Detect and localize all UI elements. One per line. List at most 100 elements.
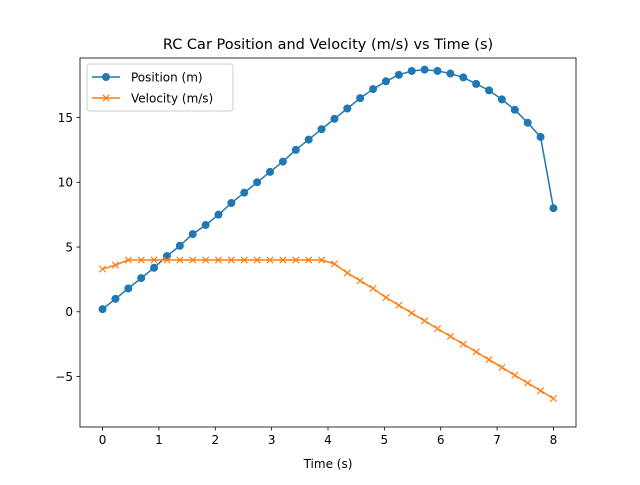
- legend-swatch-marker: [102, 73, 110, 81]
- x-tick-label: 5: [381, 433, 389, 447]
- data-point: [510, 105, 519, 114]
- data-point: [291, 145, 300, 154]
- data-point: [356, 277, 364, 285]
- data-point: [356, 94, 365, 103]
- data-point: [201, 256, 210, 264]
- data-point: [304, 135, 313, 144]
- data-point: [343, 269, 351, 277]
- x-tick-label: 2: [211, 433, 219, 447]
- data-point: [446, 332, 455, 340]
- y-tick-label: 15: [58, 111, 73, 125]
- data-point: [188, 230, 197, 239]
- data-point: [485, 356, 493, 364]
- x-tick-label: 1: [155, 433, 163, 447]
- data-point: [150, 263, 159, 272]
- data-point: [150, 256, 158, 264]
- data-point: [459, 73, 468, 82]
- data-point: [549, 204, 558, 213]
- data-point: [163, 256, 171, 264]
- data-point: [317, 256, 326, 264]
- y-tick-label: 10: [58, 176, 73, 190]
- data-point: [189, 256, 197, 264]
- data-point: [472, 348, 480, 356]
- data-point: [382, 293, 390, 302]
- data-point: [433, 324, 442, 333]
- data-point: [214, 210, 223, 219]
- series-2: [98, 256, 558, 403]
- data-point: [240, 256, 248, 264]
- chart-title: RC Car Position and Velocity (m/s) vs Ti…: [163, 37, 493, 53]
- legend-box: [86, 63, 234, 112]
- data-point: [420, 65, 429, 74]
- legend-label: Position (m): [131, 70, 203, 84]
- data-point: [369, 85, 378, 94]
- data-point: [420, 317, 429, 325]
- data-point: [111, 294, 120, 303]
- x-tick-label: 0: [99, 433, 107, 447]
- legend-swatch-marker: [102, 94, 110, 102]
- data-point: [446, 69, 455, 78]
- series-layer: [98, 65, 558, 403]
- series-line: [102, 259, 554, 400]
- data-point: [523, 118, 532, 127]
- series-1: [98, 65, 558, 314]
- data-point: [98, 305, 107, 314]
- y-axis: −5 0 5 10 15: [55, 111, 80, 384]
- data-point: [511, 371, 519, 379]
- data-point: [536, 132, 545, 141]
- data-point: [201, 221, 210, 230]
- plot-frame: [79, 57, 577, 428]
- data-point: [111, 261, 120, 269]
- data-point: [214, 256, 223, 264]
- data-point: [407, 66, 416, 75]
- data-point: [137, 256, 145, 264]
- data-point: [497, 95, 506, 104]
- data-point: [394, 70, 403, 79]
- legend-item: Velocity (m/s): [92, 91, 213, 105]
- data-point: [433, 66, 442, 75]
- data-point: [330, 114, 339, 123]
- data-point: [472, 79, 481, 88]
- data-point: [305, 256, 313, 264]
- x-tick-label: 6: [437, 433, 445, 447]
- data-point: [459, 340, 467, 348]
- data-point: [253, 256, 261, 264]
- data-point: [279, 256, 287, 264]
- data-point: [343, 104, 352, 113]
- data-point: [330, 260, 339, 268]
- data-point: [278, 157, 287, 166]
- data-point: [98, 265, 107, 273]
- data-point: [524, 379, 532, 387]
- data-point: [176, 256, 184, 264]
- data-point: [485, 86, 494, 95]
- data-point: [124, 284, 133, 293]
- data-point: [227, 199, 236, 208]
- x-tick-label: 8: [550, 433, 558, 447]
- data-point: [536, 387, 545, 395]
- data-point: [124, 256, 132, 264]
- x-tick-label: 4: [324, 433, 332, 447]
- data-point: [408, 309, 416, 317]
- data-point: [227, 256, 236, 264]
- data-point: [137, 274, 146, 283]
- y-tick-label: 0: [65, 305, 73, 319]
- data-point: [175, 241, 184, 250]
- data-point: [292, 256, 300, 264]
- data-point: [266, 167, 275, 176]
- legend: Position (m) Velocity (m/s): [86, 63, 234, 112]
- data-point: [317, 125, 326, 134]
- legend-label: Velocity (m/s): [131, 91, 213, 105]
- data-point: [381, 77, 390, 86]
- y-tick-label: 5: [65, 240, 73, 254]
- x-axis: 0 1 2 3 4 5 6 7 8: [99, 427, 558, 447]
- x-tick-label: 3: [268, 433, 276, 447]
- data-point: [395, 301, 403, 309]
- plot-area: [80, 58, 576, 427]
- y-tick-label: −5: [55, 370, 73, 384]
- data-point: [240, 188, 249, 197]
- x-axis-title: Time (s): [303, 457, 353, 471]
- x-tick-label: 7: [493, 433, 501, 447]
- data-point: [162, 252, 171, 261]
